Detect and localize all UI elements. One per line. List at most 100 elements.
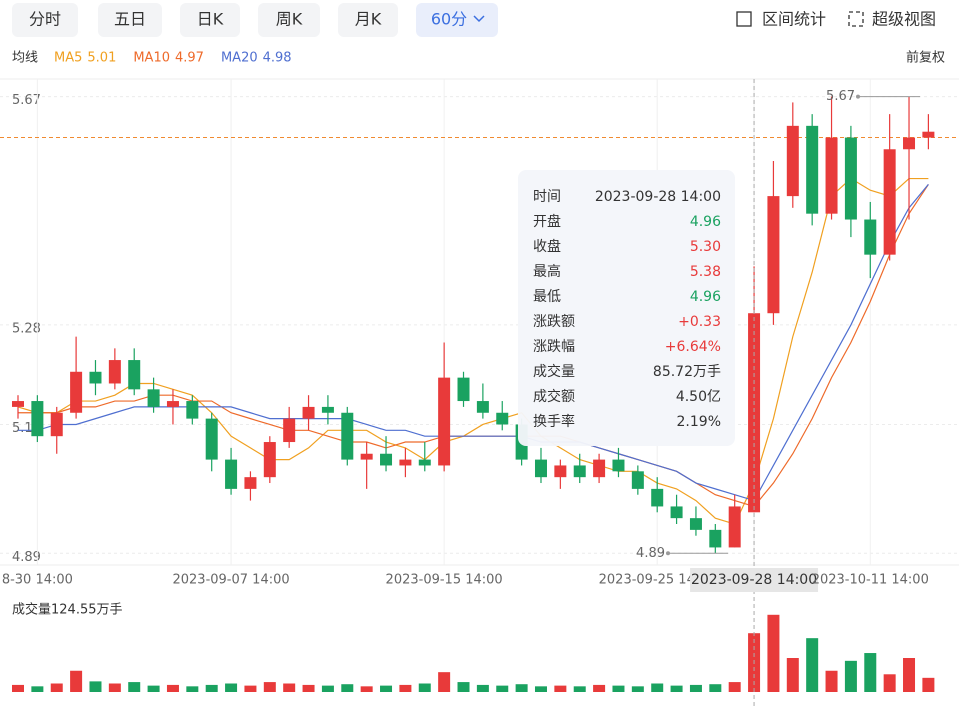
candle-body <box>205 418 218 460</box>
candle-body <box>89 371 102 384</box>
tooltip-label: 成交额 <box>533 388 575 405</box>
candle-body <box>593 459 606 478</box>
annotation-dot <box>666 551 670 556</box>
tab-button[interactable] <box>338 3 398 37</box>
volume-bar <box>728 682 741 692</box>
volume-bar <box>922 677 935 692</box>
volume-bar <box>631 686 644 692</box>
y-tick-label: 5.28 <box>12 321 41 336</box>
candle-body <box>418 459 431 466</box>
tab-button[interactable] <box>416 3 498 37</box>
volume-bar <box>806 638 819 692</box>
legend-name: MA20 <box>221 51 258 66</box>
candle-body <box>302 406 315 419</box>
volume-bar <box>147 685 160 692</box>
volume-bar <box>864 653 877 692</box>
volume-bar <box>767 614 780 692</box>
candle-body <box>651 488 664 507</box>
volume-bar <box>341 684 354 692</box>
volume-bar <box>205 684 218 692</box>
volume-bar <box>166 684 179 692</box>
candle-body <box>631 471 644 489</box>
tab-label[interactable]: 周K <box>276 10 303 29</box>
tab-label[interactable]: 月K <box>355 10 382 29</box>
chevron-icon <box>473 15 485 23</box>
volume-bar <box>438 672 451 692</box>
candle-body <box>50 412 63 437</box>
annotation-label: 5.67 <box>826 89 855 104</box>
tooltip-label: 时间 <box>533 189 561 205</box>
annotation-dot <box>856 94 860 99</box>
x-tick-label: 2023-09-15 14:00 <box>386 573 503 588</box>
annotation-label: 4.89 <box>636 546 665 561</box>
candle-body <box>573 465 586 478</box>
x-label-highlight <box>690 568 819 592</box>
volume-bar <box>844 660 857 692</box>
tooltip-label: 涨跌幅 <box>533 339 575 355</box>
tab-label[interactable]: 分时 <box>29 10 61 29</box>
candle-body <box>496 412 509 425</box>
volume-bar <box>651 683 664 692</box>
tool-label[interactable]: 区间统计 <box>762 10 826 29</box>
legend-value: 5.01 <box>87 51 116 66</box>
tab-button[interactable] <box>180 3 240 37</box>
x-tick-label: 8-30 14:00 <box>2 573 73 588</box>
volume-bar <box>186 686 199 692</box>
candle-body <box>283 418 296 443</box>
legend-name: MA10 <box>133 51 170 66</box>
x-tick-label: 2023-09-25 14:00 <box>599 573 716 588</box>
volume-bar <box>903 658 916 692</box>
tooltip-label: 成交量 <box>533 363 575 380</box>
candle-body <box>321 406 334 413</box>
candle-body <box>128 360 141 390</box>
volume-bar <box>496 685 509 692</box>
legend-value: 4.97 <box>175 51 204 66</box>
legend-value: 4.98 <box>263 51 292 66</box>
tab-label[interactable]: 60分 <box>431 10 467 29</box>
volume-bar <box>108 683 121 692</box>
tooltip-value: 5.30 <box>690 239 721 255</box>
volume-bar <box>89 681 102 692</box>
volume-bar <box>31 686 44 692</box>
candle-body <box>12 401 24 407</box>
volume-bar <box>302 684 315 692</box>
candle-body <box>670 506 683 519</box>
tooltip-value: +6.64% <box>665 339 721 355</box>
candle-body <box>864 219 877 255</box>
tooltip-value: +0.33 <box>678 314 721 330</box>
volume-bar <box>12 684 24 692</box>
volume-bar <box>883 674 896 692</box>
candle-body <box>166 401 179 407</box>
tab-label[interactable]: 日K <box>197 10 224 29</box>
candle-body <box>748 313 761 513</box>
tab-label[interactable]: 五日 <box>114 10 146 29</box>
tooltip-box <box>518 170 735 446</box>
candle-body <box>612 459 625 472</box>
view-icon <box>848 11 864 27</box>
volume-bar <box>418 683 431 692</box>
candle-body <box>476 401 489 413</box>
candle-body <box>438 377 451 466</box>
tab-button[interactable] <box>98 3 162 37</box>
volume-bar <box>128 682 141 692</box>
candle-body <box>786 125 799 197</box>
volume-bar <box>263 682 276 692</box>
candle-body <box>31 401 44 437</box>
tab-button[interactable] <box>258 3 320 37</box>
candle-body <box>70 371 83 413</box>
candle-body <box>360 453 373 460</box>
tool-label[interactable]: 超级视图 <box>872 10 936 29</box>
volume-label: 成交量124.55万手 <box>12 602 123 618</box>
tooltip-value: 4.96 <box>690 214 721 230</box>
tooltip-label: 最低 <box>533 289 561 305</box>
x-tick-label: 2023-10-11 14:00 <box>812 573 929 588</box>
volume-bar <box>399 684 412 692</box>
volume-bar <box>283 683 296 692</box>
candle-body <box>922 131 935 138</box>
volume-bar <box>786 658 799 692</box>
volume-bar <box>554 685 567 692</box>
tab-button[interactable] <box>12 3 78 37</box>
candle-body <box>883 149 896 255</box>
